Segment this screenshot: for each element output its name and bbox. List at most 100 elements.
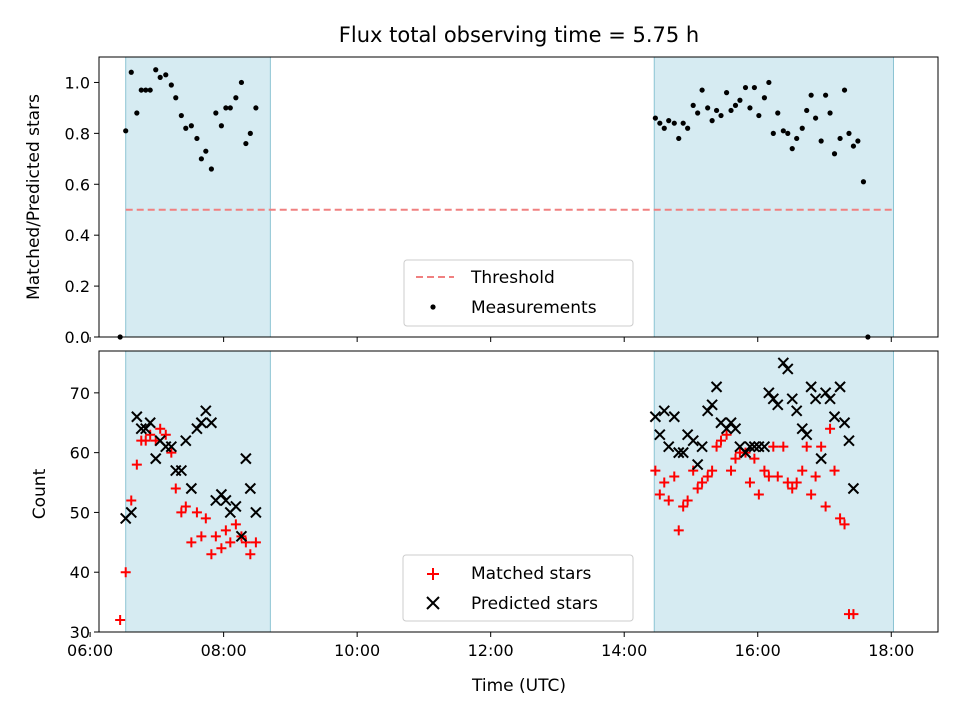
legend-matched-swatch	[427, 568, 439, 580]
legend-measurements-swatch	[430, 304, 436, 310]
matched-star-point	[180, 501, 191, 512]
matched-star-point	[749, 453, 760, 464]
measurement-point	[138, 87, 144, 93]
y-tick-label: 0.8	[65, 124, 90, 143]
predicted-star-point	[805, 381, 817, 393]
y-tick-label: 0.4	[65, 226, 90, 245]
predicted-star-point	[191, 423, 203, 435]
predicted-star-point	[767, 393, 780, 405]
bottom-y-axis-label: Count	[30, 468, 50, 519]
measurement-point	[163, 72, 169, 78]
matched-star-point	[669, 471, 680, 482]
measurement-point	[732, 102, 739, 108]
predicted-star-point	[144, 417, 156, 429]
measurement-point	[785, 130, 791, 136]
measurement-point	[742, 84, 749, 91]
predicted-star-point	[763, 387, 775, 399]
matched-star-point	[210, 531, 221, 542]
measurement-point	[680, 120, 686, 126]
measurement-point	[709, 118, 715, 124]
measurement-point	[685, 125, 691, 131]
matched-star-point	[176, 507, 187, 518]
measurement-point	[208, 166, 214, 172]
measurement-point	[699, 87, 705, 93]
measurement-point	[718, 112, 724, 119]
predicted-star-point	[815, 452, 827, 465]
measurement-point	[780, 128, 786, 134]
matched-star-point	[772, 471, 783, 482]
measurement-point	[818, 138, 824, 144]
predicted-star-point	[838, 417, 851, 429]
predicted-star-point	[691, 458, 704, 471]
y-tick-label: 0.6	[65, 175, 90, 194]
predicted-star-point	[739, 446, 752, 459]
bottom-axes-frame	[98, 350, 939, 633]
matched-star-point	[753, 489, 764, 500]
matched-star-point	[115, 615, 126, 626]
x-tick-label: 18:00	[868, 641, 914, 660]
measurement-point	[756, 112, 762, 119]
measurement-point	[178, 112, 184, 119]
predicted-star-point	[140, 423, 152, 435]
matched-star-point	[820, 501, 831, 512]
matched-star-point	[692, 483, 703, 494]
measurement-point	[243, 140, 249, 147]
bottom-y-ticks: 30 40 50 60 70	[70, 384, 99, 642]
legend-threshold-label: Threshold	[470, 268, 555, 288]
legend-measurements-label: Measurements	[471, 298, 597, 318]
top-measurement-points	[117, 67, 871, 340]
measurement-point	[850, 143, 857, 149]
top-legend-box	[403, 259, 634, 327]
matched-star-point	[768, 441, 779, 452]
measurement-point	[761, 95, 768, 101]
predicted-star-point	[215, 488, 228, 501]
predicted-star-point	[673, 446, 685, 459]
matched-star-point	[650, 465, 661, 476]
predicted-star-point	[195, 417, 208, 429]
x-tick-label: 16:00	[735, 641, 781, 660]
predicted-star-point	[180, 434, 192, 447]
measurement-point	[157, 74, 163, 80]
predicted-star-point	[131, 411, 143, 423]
top-legend: Threshold Measurements	[403, 259, 634, 327]
predicted-star-point	[175, 464, 188, 477]
measurement-point	[657, 120, 663, 126]
measurement-point	[827, 110, 833, 116]
predicted-star-point	[777, 357, 790, 369]
matched-star-point	[166, 447, 177, 458]
measurement-point	[713, 107, 720, 114]
x-tick-label: 14:00	[601, 641, 647, 660]
predicted-star-point	[772, 399, 784, 411]
matched-star-point	[145, 429, 156, 440]
predicted-star-point	[834, 381, 846, 393]
matched-star-point	[782, 477, 793, 488]
matched-star-point	[791, 477, 802, 488]
predicted-star-point	[847, 482, 860, 495]
matched-star-point	[245, 549, 256, 560]
matched-star-point	[120, 567, 131, 578]
predicted-star-point	[725, 417, 737, 429]
measurement-point	[213, 110, 219, 116]
measurement-point	[153, 67, 159, 73]
measurement-point	[143, 87, 149, 93]
measurement-point	[198, 156, 204, 162]
legend-matched-label: Matched stars	[471, 564, 591, 584]
measurement-point	[188, 123, 194, 129]
matched-star-point	[848, 609, 859, 620]
predicted-star-point	[701, 405, 714, 417]
predicted-star-point	[758, 440, 771, 453]
measurement-point	[841, 87, 848, 93]
top-y-axis-label: Matched/Predicted stars	[24, 94, 44, 300]
matched-star-point	[170, 483, 181, 494]
predicted-star-point	[230, 500, 242, 513]
measurement-point	[728, 107, 734, 114]
measurement-point	[676, 135, 682, 142]
top-y-ticks: 0.0 0.2 0.4 0.6 0.8 1.0	[65, 73, 99, 347]
bottom-x-ticks: 06:00 08:00 10:00 12:00 14:00 16:00 18:00	[67, 632, 914, 660]
measurement-point	[173, 95, 179, 101]
measurement-point	[671, 120, 677, 126]
measurement-point	[690, 102, 696, 108]
matched-star-point	[810, 471, 821, 482]
predicted-star-point	[654, 428, 666, 441]
measurement-point	[247, 130, 253, 136]
